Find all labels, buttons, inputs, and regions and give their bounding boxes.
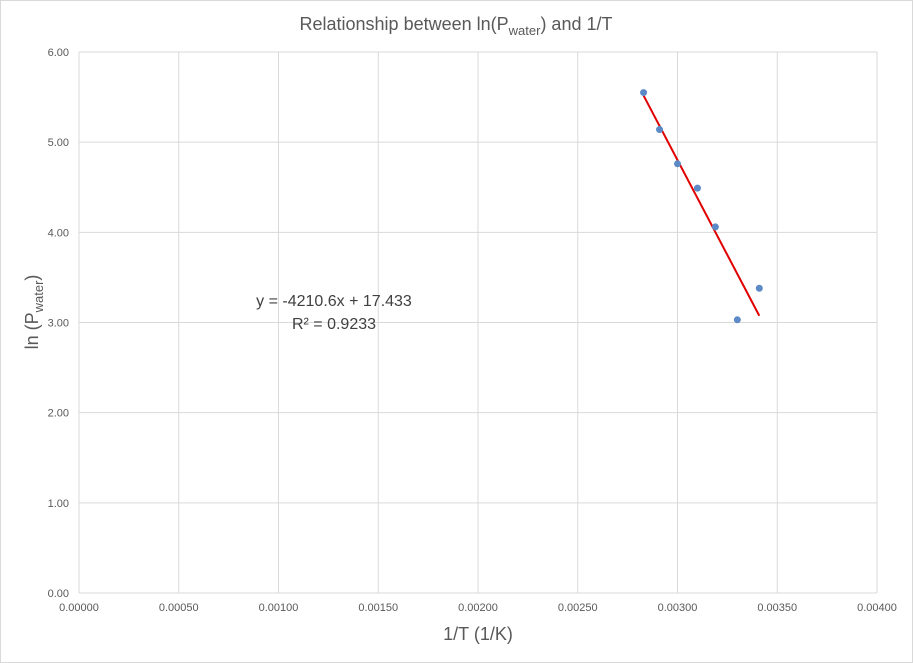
trendline <box>642 95 761 317</box>
tick-labels: 0.00000 0.00050 0.00100 0.00150 0.00200 0.002… <box>48 47 897 614</box>
x-tick-label: 0.00050 <box>159 602 199 614</box>
grid <box>78 51 878 594</box>
chart-title-suffix: ) and 1/T <box>540 14 612 34</box>
data-points <box>640 89 763 324</box>
y-axis-label-subscript: water <box>31 280 46 313</box>
data-point <box>640 89 648 97</box>
data-point <box>693 184 701 192</box>
y-axis-label: ln (Pwater) <box>22 275 46 350</box>
chart-title-main: Relationship between ln(P <box>300 14 509 34</box>
data-point <box>656 126 664 134</box>
x-tick-label: 0.00100 <box>259 602 299 614</box>
y-tick-label: 5.00 <box>48 137 69 149</box>
y-tick-label: 2.00 <box>48 408 69 420</box>
y-axis-label-main: ln (P <box>22 312 42 349</box>
x-tick-label: 0.00300 <box>658 602 698 614</box>
data-point <box>755 284 763 292</box>
y-tick-label: 1.00 <box>48 498 69 510</box>
x-tick-label: 0.00200 <box>458 602 498 614</box>
data-point <box>674 160 681 168</box>
trendline-equation: y = -4210.6x + 17.433 <box>256 293 412 310</box>
y-tick-label: 6.00 <box>48 47 69 59</box>
x-tick-label: 0.00400 <box>857 602 897 614</box>
y-tick-label: 3.00 <box>48 318 69 330</box>
chart-title: Relationship between ln(Pwater) and 1/T <box>300 14 613 38</box>
trendline-layer <box>642 95 761 317</box>
x-tick-label: 0.00350 <box>757 602 797 614</box>
y-axis-label-suffix: ) <box>22 275 42 281</box>
y-tick-label: 4.00 <box>48 227 69 239</box>
y-tick-label: 0.00 <box>48 588 69 600</box>
data-point <box>711 223 719 231</box>
trendline-r-squared: R² = 0.9233 <box>292 316 376 333</box>
x-tick-label: 0.00250 <box>558 602 598 614</box>
x-axis-label: 1/T (1/K) <box>443 624 513 644</box>
x-tick-label: 0.00150 <box>358 602 398 614</box>
x-tick-label: 0.00000 <box>59 602 99 614</box>
data-point <box>733 316 741 324</box>
chart-title-subscript: water <box>508 23 541 38</box>
